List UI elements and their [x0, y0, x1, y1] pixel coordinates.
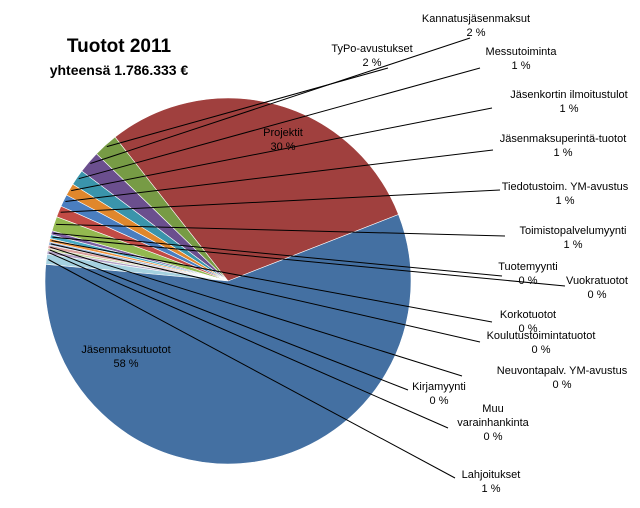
slice-label-lahjoitukset: Lahjoitukset 1 %: [462, 469, 521, 495]
leader-line-toimistopalvelumyynti: [56, 223, 506, 237]
leader-line-muu-varainhankinta: [48, 252, 449, 429]
slice-label-jasenkortin-ilmoitustulot: Jäsenkortin ilmoitustulot 1 %: [510, 89, 627, 115]
slice-label-tiedotustoim-ym-avustus: Tiedotustoim. YM-avustus 1 %: [502, 181, 629, 207]
leader-line-kannatusjasenmaksut: [90, 37, 471, 164]
leader-line-koulutustoimintatuotot: [50, 243, 481, 343]
leader-line-jasenkortin-ilmoitustulot: [71, 107, 493, 192]
leader-line-jasenmaksuperinta-tuotot: [65, 149, 494, 202]
leader-line-lahjoitukset: [48, 259, 456, 479]
slice-label-koulutustoimintatuotot: Koulutustoimintatuotot 0 %: [487, 330, 596, 356]
slice-label-jasenmaksutuotot: Jäsenmaksutuotot 58 %: [81, 344, 170, 370]
leader-line-tuotemyynti: [53, 232, 503, 277]
leader-line-messutoiminta: [78, 67, 481, 180]
leader-lines: [48, 37, 566, 479]
slice-label-korkotuotot: Korkotuotot 0 %: [500, 309, 556, 335]
slice-label-kannatusjasenmaksut: Kannatusjäsenmaksut 2 %: [422, 13, 530, 39]
leader-line-neuvontapalv-ym-avustus: [50, 246, 463, 377]
slice-label-neuvontapalv-ym-avustus: Neuvontapalv. YM-avustus 0 %: [497, 365, 628, 391]
leader-line-tiedotustoim-ym-avustus: [60, 189, 501, 213]
slice-label-jasenmaksuperinta-tuotot: Jäsenmaksuperintä-tuotot 1 %: [500, 133, 627, 159]
slice-label-messutoiminta: Messutoiminta 1 %: [486, 46, 558, 72]
pie-slices: [44, 97, 412, 465]
slice-labels: Projektit 30 % TyPo-avustukset 2 % Kannatusj…: [81, 13, 628, 495]
pie-slice-jasenmaksutuotot: [44, 214, 412, 465]
leader-line-kirjamyynti: [49, 249, 409, 391]
slice-label-vuokratuotot: Vuokratuotot 0 %: [566, 275, 628, 301]
slice-label-toimistopalvelumyynti: Toimistopalvelumyynti 1 %: [520, 225, 627, 251]
leader-line-korkotuotot: [51, 240, 493, 323]
pie-slice-projektit: [114, 97, 399, 282]
chart-title: Tuotot 2011: [67, 36, 172, 57]
leader-line-vuokratuotot: [52, 236, 566, 287]
chart-subtitle: yhteensä 1.786.333 €: [50, 62, 189, 78]
slice-label-kirjamyynti: Kirjamyynti 0 %: [412, 381, 466, 407]
slice-label-muu-varainhankinta: Muu varainhankinta 0 %: [457, 403, 529, 443]
slice-label-typo-avustukset: TyPo-avustukset 2 %: [331, 43, 412, 69]
slice-label-tuotemyynti: Tuotemyynti 0 %: [498, 261, 558, 287]
slice-label-projektit: Projektit 30 %: [263, 127, 303, 153]
